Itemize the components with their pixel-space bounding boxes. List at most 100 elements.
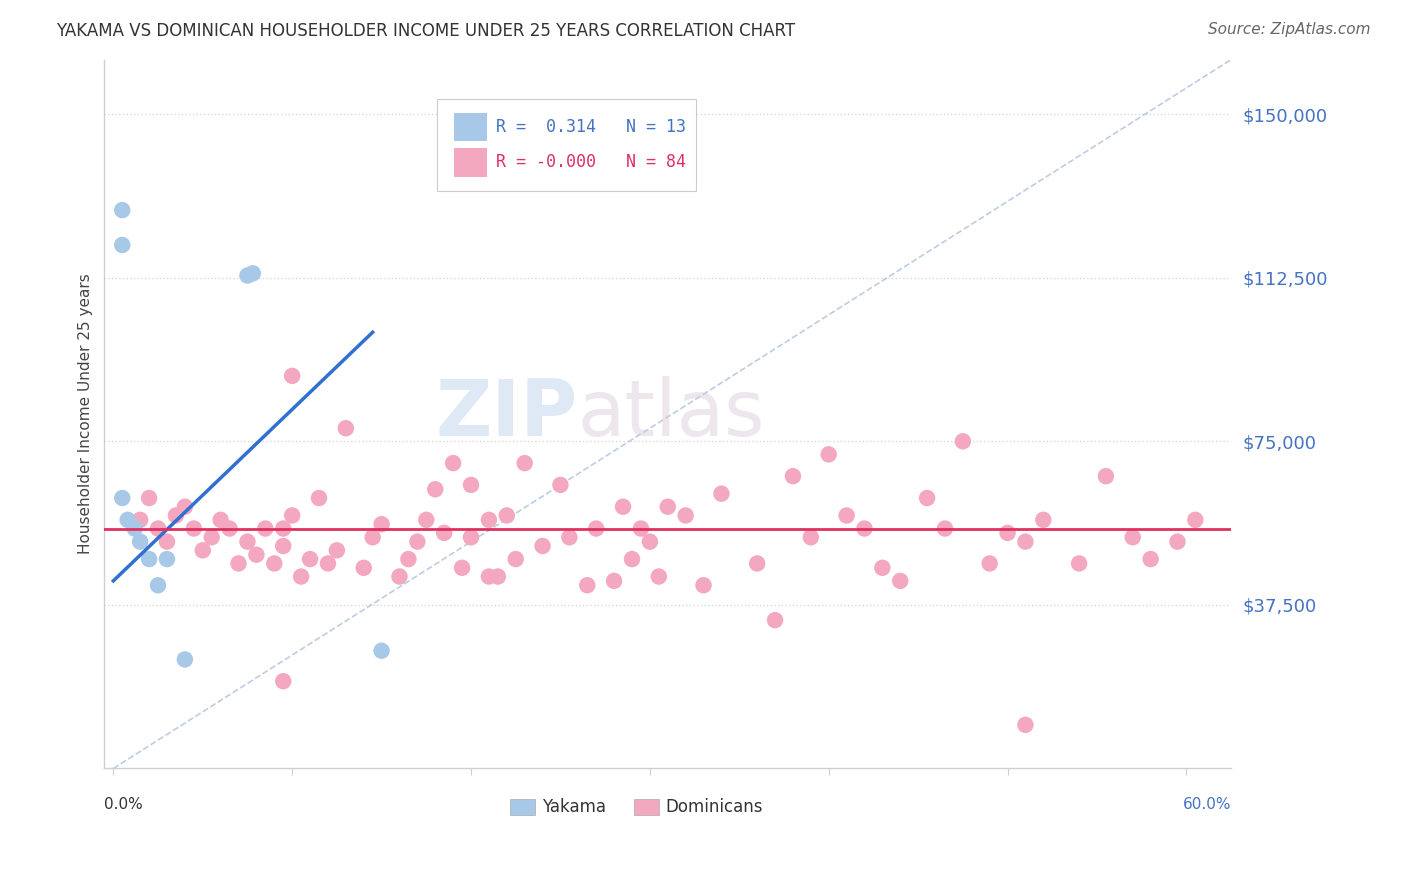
- Text: Yakama: Yakama: [541, 797, 606, 816]
- Point: [441, 456, 464, 470]
- Point: [620, 552, 643, 566]
- Point: [281, 368, 304, 383]
- Text: Dominicans: Dominicans: [665, 797, 763, 816]
- Point: [1095, 469, 1118, 483]
- Point: [173, 500, 195, 514]
- Point: [129, 513, 152, 527]
- Point: [308, 491, 330, 505]
- Point: [138, 491, 160, 505]
- Point: [201, 530, 224, 544]
- Point: [460, 530, 482, 544]
- Point: [612, 500, 634, 514]
- Point: [433, 525, 456, 540]
- Point: [638, 534, 661, 549]
- Point: [370, 517, 392, 532]
- Text: R =  0.314   N = 13: R = 0.314 N = 13: [496, 118, 686, 136]
- Point: [835, 508, 858, 523]
- Point: [952, 434, 974, 449]
- Point: [183, 522, 205, 536]
- Point: [576, 578, 599, 592]
- Point: [550, 478, 572, 492]
- Point: [692, 578, 714, 592]
- Point: [396, 552, 419, 566]
- Point: [1139, 552, 1161, 566]
- Point: [1032, 513, 1054, 527]
- Point: [1122, 530, 1144, 544]
- Point: [415, 513, 437, 527]
- Y-axis label: Householder Income Under 25 years: Householder Income Under 25 years: [79, 274, 93, 555]
- Point: [335, 421, 357, 435]
- Point: [997, 525, 1019, 540]
- Point: [675, 508, 697, 523]
- Point: [710, 486, 733, 500]
- Bar: [454, 112, 488, 141]
- Point: [585, 522, 607, 536]
- Point: [191, 543, 214, 558]
- Point: [242, 266, 264, 280]
- Point: [763, 613, 786, 627]
- Text: YAKAMA VS DOMINICAN HOUSEHOLDER INCOME UNDER 25 YEARS CORRELATION CHART: YAKAMA VS DOMINICAN HOUSEHOLDER INCOME U…: [56, 22, 796, 40]
- Point: [1166, 534, 1188, 549]
- Point: [531, 539, 554, 553]
- Point: [361, 530, 384, 544]
- Point: [173, 652, 195, 666]
- Point: [263, 557, 285, 571]
- Point: [146, 522, 169, 536]
- Point: [486, 569, 509, 583]
- Point: [138, 552, 160, 566]
- Point: [648, 569, 671, 583]
- Point: [254, 522, 277, 536]
- Point: [853, 522, 876, 536]
- Point: [558, 530, 581, 544]
- Point: [129, 534, 152, 549]
- Point: [111, 203, 134, 218]
- Point: [111, 491, 134, 505]
- Point: [915, 491, 938, 505]
- Point: [513, 456, 536, 470]
- Point: [630, 522, 652, 536]
- Point: [478, 569, 501, 583]
- Point: [979, 557, 1001, 571]
- Point: [872, 561, 894, 575]
- Point: [146, 578, 169, 592]
- Point: [1184, 513, 1206, 527]
- Point: [245, 548, 267, 562]
- Point: [156, 534, 179, 549]
- Point: [406, 534, 429, 549]
- Point: [451, 561, 474, 575]
- Point: [353, 561, 375, 575]
- Point: [889, 574, 911, 588]
- Point: [370, 643, 392, 657]
- Point: [209, 513, 232, 527]
- Text: 0.0%: 0.0%: [104, 797, 143, 812]
- Point: [478, 513, 501, 527]
- Point: [1067, 557, 1090, 571]
- Point: [747, 557, 769, 571]
- Point: [111, 238, 134, 252]
- Point: [603, 574, 626, 588]
- Point: [281, 508, 304, 523]
- Point: [165, 508, 187, 523]
- Point: [271, 522, 294, 536]
- Point: [388, 569, 411, 583]
- Point: [460, 478, 482, 492]
- Point: [782, 469, 804, 483]
- Point: [800, 530, 823, 544]
- Bar: [454, 148, 488, 177]
- Point: [505, 552, 527, 566]
- Point: [236, 534, 259, 549]
- Point: [156, 552, 179, 566]
- Text: ZIP: ZIP: [436, 376, 578, 452]
- Point: [657, 500, 679, 514]
- Point: [495, 508, 517, 523]
- Point: [124, 522, 146, 536]
- Point: [1014, 718, 1036, 732]
- Point: [934, 522, 956, 536]
- Point: [817, 447, 839, 461]
- Text: atlas: atlas: [578, 376, 765, 452]
- Bar: [510, 799, 534, 814]
- Point: [290, 569, 312, 583]
- Bar: [634, 799, 659, 814]
- Point: [218, 522, 240, 536]
- Point: [326, 543, 349, 558]
